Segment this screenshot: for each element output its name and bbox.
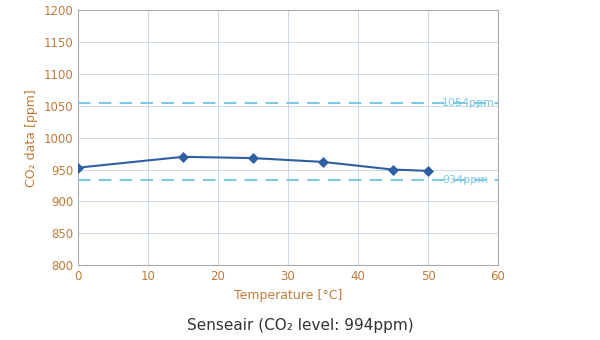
Y-axis label: CO₂ data [ppm]: CO₂ data [ppm]	[25, 89, 38, 187]
Text: 1054ppm: 1054ppm	[442, 98, 495, 108]
Text: Senseair (CO₂ level: 994ppm): Senseair (CO₂ level: 994ppm)	[187, 318, 413, 333]
Text: 934ppm: 934ppm	[442, 175, 488, 185]
X-axis label: Temperature [°C]: Temperature [°C]	[234, 289, 342, 302]
